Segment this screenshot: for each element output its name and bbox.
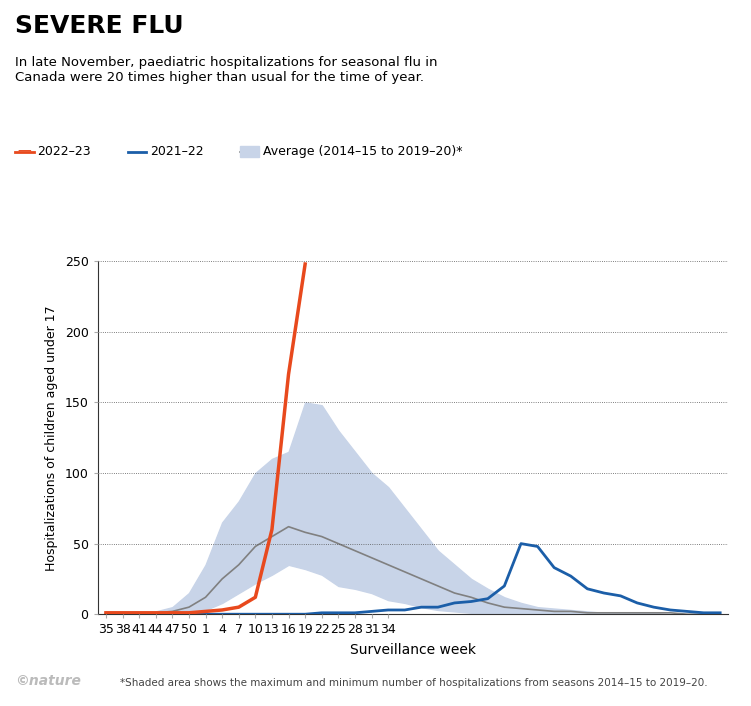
- Text: ©nature: ©nature: [15, 674, 81, 688]
- Y-axis label: Hospitalizations of children aged under 17: Hospitalizations of children aged under …: [45, 305, 58, 570]
- Text: Average (2014–15 to 2019–20)*: Average (2014–15 to 2019–20)*: [263, 145, 463, 158]
- Text: 2021–22: 2021–22: [150, 145, 204, 158]
- Text: —: —: [17, 145, 31, 159]
- X-axis label: Surveillance week: Surveillance week: [350, 643, 476, 657]
- Text: 2022–23: 2022–23: [38, 145, 91, 158]
- Text: In late November, paediatric hospitalizations for seasonal flu in
Canada were 20: In late November, paediatric hospitaliza…: [15, 56, 438, 85]
- Text: SEVERE FLU: SEVERE FLU: [15, 14, 184, 38]
- Text: *Shaded area shows the maximum and minimum number of hospitalizations from seaso: *Shaded area shows the maximum and minim…: [120, 678, 707, 688]
